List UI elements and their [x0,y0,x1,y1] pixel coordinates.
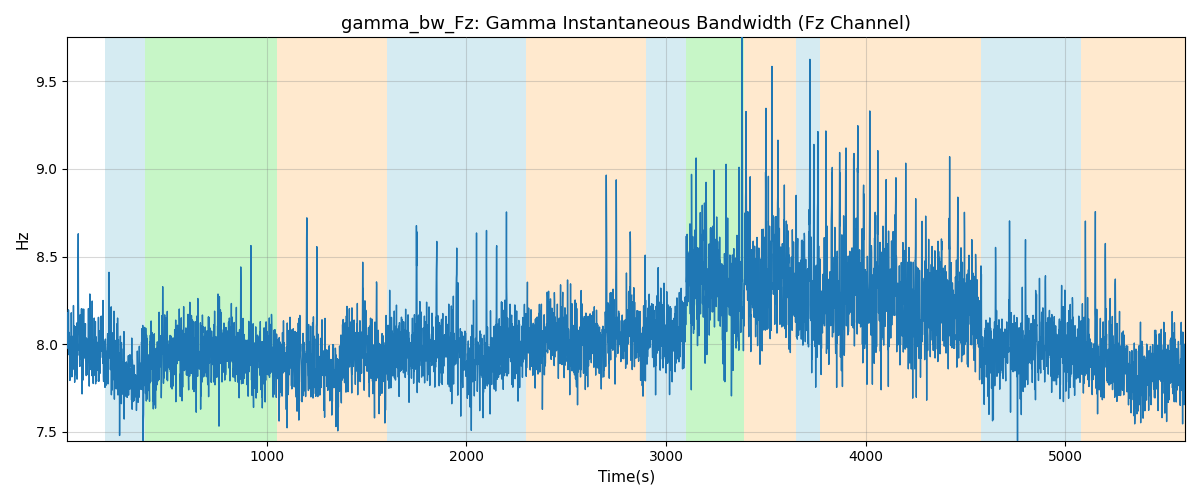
Bar [426,38,476,440]
Bar [527,38,572,440]
Bar [572,38,646,440]
Bar [145,38,277,440]
Y-axis label: Hz: Hz [16,230,30,249]
X-axis label: Time(s): Time(s) [598,470,655,485]
Bar [386,38,426,440]
Bar [744,38,796,440]
Title: gamma_bw_Fz: Gamma Instantaneous Bandwidth (Fz Channel): gamma_bw_Fz: Gamma Instantaneous Bandwid… [341,15,911,34]
Bar [982,38,1081,440]
Bar [820,38,982,440]
Bar [106,38,145,440]
Bar [277,38,386,440]
Bar [1081,38,1184,440]
Bar [476,38,527,440]
Bar [646,38,670,440]
Bar [686,38,744,440]
Bar [670,38,686,440]
Bar [796,38,820,440]
